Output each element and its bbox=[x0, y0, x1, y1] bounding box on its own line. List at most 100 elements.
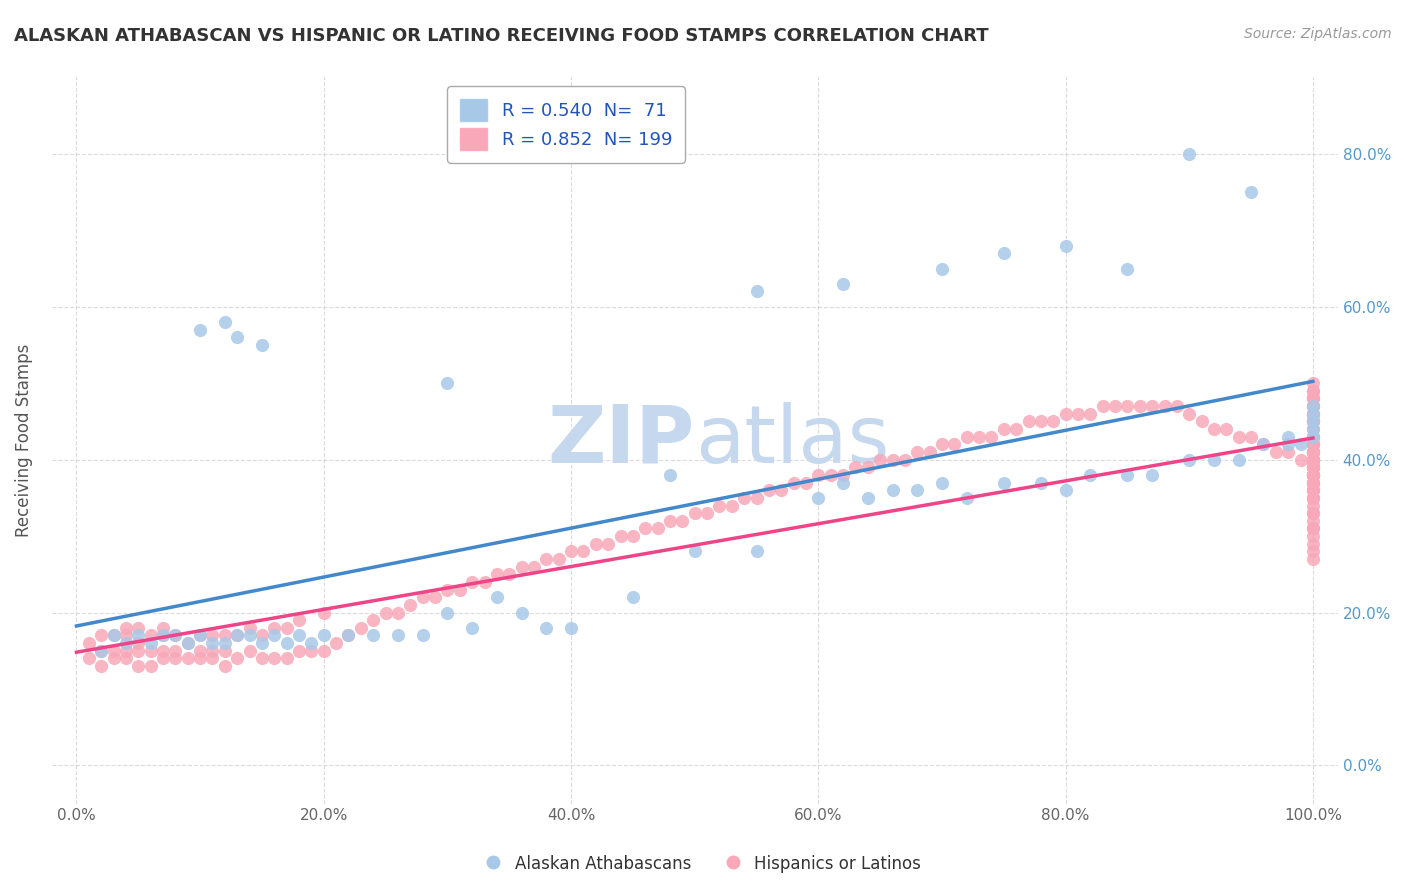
Point bbox=[103, 651, 125, 665]
Point bbox=[1302, 467, 1324, 482]
Point bbox=[1302, 452, 1324, 467]
Point bbox=[536, 552, 558, 566]
Point bbox=[485, 567, 508, 582]
Point bbox=[943, 437, 966, 451]
Point bbox=[1240, 430, 1263, 444]
Point bbox=[1302, 460, 1324, 475]
Point bbox=[312, 606, 335, 620]
Point bbox=[1302, 445, 1324, 459]
Point bbox=[1302, 445, 1324, 459]
Y-axis label: Receiving Food Stamps: Receiving Food Stamps bbox=[15, 343, 32, 537]
Point bbox=[1302, 414, 1324, 428]
Point bbox=[250, 651, 273, 665]
Point bbox=[1302, 506, 1324, 520]
Point bbox=[1302, 475, 1324, 490]
Point bbox=[1302, 430, 1324, 444]
Text: ZIP: ZIP bbox=[547, 401, 695, 480]
Point bbox=[882, 483, 904, 498]
Point bbox=[1302, 430, 1324, 444]
Point bbox=[226, 628, 249, 642]
Point bbox=[276, 651, 298, 665]
Point bbox=[1302, 399, 1324, 413]
Point bbox=[1302, 452, 1324, 467]
Point bbox=[387, 606, 409, 620]
Point bbox=[1302, 467, 1324, 482]
Point bbox=[165, 628, 187, 642]
Point bbox=[1302, 399, 1324, 413]
Point bbox=[1215, 422, 1237, 436]
Point bbox=[1302, 392, 1324, 406]
Point bbox=[127, 659, 149, 673]
Point bbox=[1302, 407, 1324, 421]
Point bbox=[820, 467, 842, 482]
Point bbox=[177, 636, 200, 650]
Point bbox=[1302, 483, 1324, 498]
Point bbox=[1202, 452, 1225, 467]
Point bbox=[931, 475, 953, 490]
Point bbox=[1302, 445, 1324, 459]
Point bbox=[263, 621, 285, 635]
Point bbox=[523, 559, 546, 574]
Point bbox=[1166, 399, 1188, 413]
Point bbox=[1302, 414, 1324, 428]
Point bbox=[745, 544, 768, 558]
Point bbox=[165, 628, 187, 642]
Point bbox=[980, 430, 1002, 444]
Point bbox=[239, 628, 262, 642]
Point bbox=[1302, 475, 1324, 490]
Point bbox=[152, 651, 174, 665]
Point bbox=[844, 460, 866, 475]
Point bbox=[1302, 414, 1324, 428]
Text: atlas: atlas bbox=[695, 401, 889, 480]
Point bbox=[572, 544, 595, 558]
Point bbox=[177, 636, 200, 650]
Point bbox=[498, 567, 520, 582]
Point bbox=[709, 499, 731, 513]
Point bbox=[1302, 491, 1324, 505]
Point bbox=[510, 559, 533, 574]
Point bbox=[1302, 407, 1324, 421]
Point bbox=[299, 636, 322, 650]
Point bbox=[1302, 445, 1324, 459]
Point bbox=[139, 636, 162, 650]
Point bbox=[312, 644, 335, 658]
Point bbox=[1067, 407, 1090, 421]
Point bbox=[1302, 460, 1324, 475]
Point bbox=[77, 636, 100, 650]
Point bbox=[250, 628, 273, 642]
Point bbox=[276, 621, 298, 635]
Point bbox=[214, 315, 236, 329]
Legend: R = 0.540  N=  71, R = 0.852  N= 199: R = 0.540 N= 71, R = 0.852 N= 199 bbox=[447, 87, 685, 163]
Point bbox=[1302, 430, 1324, 444]
Point bbox=[1302, 392, 1324, 406]
Point bbox=[931, 261, 953, 276]
Point bbox=[1104, 399, 1126, 413]
Point bbox=[560, 544, 582, 558]
Point bbox=[696, 506, 718, 520]
Point bbox=[1302, 506, 1324, 520]
Point bbox=[201, 628, 224, 642]
Point bbox=[1116, 261, 1139, 276]
Point bbox=[894, 452, 917, 467]
Point bbox=[1302, 452, 1324, 467]
Point bbox=[127, 644, 149, 658]
Point bbox=[1253, 437, 1275, 451]
Point bbox=[1302, 491, 1324, 505]
Point bbox=[485, 591, 508, 605]
Point bbox=[621, 591, 644, 605]
Point bbox=[905, 483, 928, 498]
Point bbox=[1054, 483, 1077, 498]
Point bbox=[337, 628, 360, 642]
Point bbox=[1302, 483, 1324, 498]
Point bbox=[449, 582, 471, 597]
Point bbox=[1302, 437, 1324, 451]
Point bbox=[1302, 467, 1324, 482]
Point bbox=[361, 613, 384, 627]
Point bbox=[905, 445, 928, 459]
Point bbox=[1302, 437, 1324, 451]
Point bbox=[152, 628, 174, 642]
Point bbox=[1264, 445, 1286, 459]
Point bbox=[536, 621, 558, 635]
Point bbox=[127, 621, 149, 635]
Point bbox=[1178, 147, 1201, 161]
